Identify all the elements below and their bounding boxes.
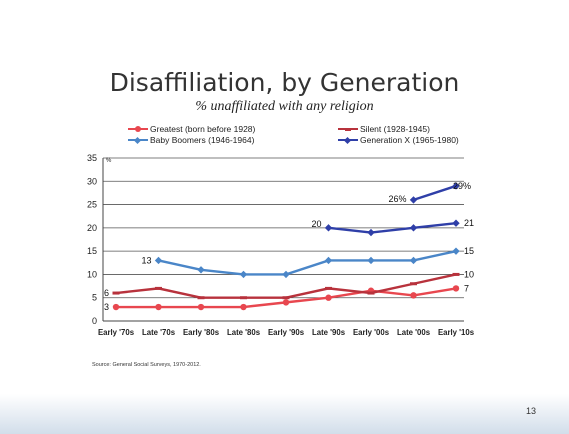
data-point <box>410 292 417 299</box>
y-tick-label: 5 <box>92 293 97 303</box>
data-point <box>239 270 248 279</box>
data-point <box>367 256 375 265</box>
y-tick-label: 30 <box>87 176 97 186</box>
data-point <box>282 299 290 306</box>
legend-label-silent: Silent (1928-1945) <box>360 124 430 134</box>
data-point <box>452 182 460 190</box>
legend-label-boomers: Baby Boomers (1946-1964) <box>150 135 255 145</box>
source-note: Source: General Social Surveys, 1970-201… <box>92 362 201 368</box>
data-point <box>282 270 290 279</box>
data-point <box>240 303 247 311</box>
data-label: 29% <box>453 181 471 191</box>
x-tick-label: Late '90s <box>312 328 346 337</box>
x-tick-label: Late '80s <box>227 328 261 337</box>
chart-series <box>112 182 460 311</box>
data-label: 7 <box>464 283 469 293</box>
data-point <box>154 256 163 265</box>
x-tick-label: Early '00s <box>353 328 390 337</box>
data-point <box>325 286 332 290</box>
data-point <box>197 266 205 274</box>
y-tick-label: 35 <box>87 153 97 163</box>
legend-label-greatest: Greatest (born before 1928) <box>150 124 256 134</box>
chart-subtitle: % unaffiliated with any religion <box>195 99 374 114</box>
data-point <box>409 256 418 265</box>
legend-swatch-greatest <box>128 125 148 133</box>
data-label: 3 <box>104 302 109 312</box>
data-point <box>324 256 333 265</box>
x-tick-label: Early '90s <box>268 328 305 337</box>
data-point <box>409 196 418 204</box>
data-point <box>240 296 247 300</box>
series-line <box>158 249 457 276</box>
data-point <box>410 282 417 286</box>
y-tick-label: 10 <box>87 269 97 279</box>
data-point <box>452 272 460 276</box>
y-tick-label: 20 <box>87 223 97 233</box>
x-tick-label: Early '80s <box>183 328 220 337</box>
series-line <box>328 222 457 234</box>
x-tick-label: Late '00s <box>397 328 431 337</box>
data-label: 6 <box>104 288 109 298</box>
data-point <box>325 294 332 301</box>
data-point <box>155 303 162 311</box>
legend-entry-boomers: Baby Boomers (1946-1964) <box>128 135 254 145</box>
y-tick-label: 25 <box>87 200 97 210</box>
data-point <box>197 296 205 300</box>
series-line <box>413 184 457 202</box>
data-point <box>452 247 460 255</box>
y-tick-label: 0 <box>92 316 97 326</box>
page-number: 13 <box>526 406 537 416</box>
data-point <box>367 291 375 295</box>
legend-swatch-silent <box>338 125 358 133</box>
legend-entry-greatest: Greatest (born before 1928) <box>128 124 255 134</box>
data-label: 15 <box>464 246 474 256</box>
data-label: 10 <box>464 269 474 279</box>
legend-label-genx: Generation X (1965-1980) <box>360 135 459 145</box>
data-point <box>409 224 418 232</box>
data-label: 20 <box>311 219 321 229</box>
y-unit-label: % <box>106 158 112 164</box>
data-point <box>367 228 375 237</box>
x-tick-label: Early '10s <box>438 328 475 337</box>
data-point <box>197 303 205 311</box>
y-tick-label: 15 <box>87 246 97 256</box>
chart-axes: 0 5 10 15 20 25 30 35 % Early '70s Late '70s Early … <box>87 153 475 337</box>
data-point <box>452 219 460 227</box>
x-tick-label: Early '70s <box>98 328 135 337</box>
legend-entry-silent: Silent (1928-1945) <box>338 124 430 134</box>
data-point <box>112 291 120 295</box>
data-label: 13 <box>141 255 151 265</box>
data-point <box>452 285 460 292</box>
data-label: 26% <box>388 194 406 204</box>
data-point <box>282 296 290 300</box>
legend-entry-genx: Generation X (1965-1980) <box>338 135 459 145</box>
data-point <box>155 286 162 290</box>
data-point <box>112 303 120 311</box>
chart-data-labels: 3 7 6 10 13 15 20 21 26% 29% <box>104 181 474 312</box>
legend-swatch-boomers <box>128 136 148 144</box>
data-label: 21 <box>464 218 474 228</box>
slide-footer-band <box>0 394 569 434</box>
chart-title: Disaffiliation, by Generation <box>109 68 460 97</box>
data-point <box>324 224 333 232</box>
legend-swatch-genx <box>338 136 358 144</box>
x-tick-label: Late '70s <box>142 328 176 337</box>
